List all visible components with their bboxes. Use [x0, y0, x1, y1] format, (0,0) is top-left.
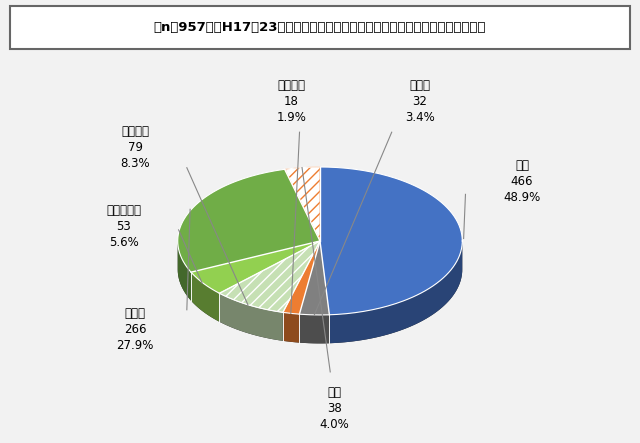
Polygon shape	[178, 169, 320, 272]
Polygon shape	[220, 293, 283, 341]
Polygon shape	[320, 167, 462, 315]
Text: ［n＝957］　H17～23までに養成研修を受けた認知症サポート医へのアンケート: ［n＝957］ H17～23までに養成研修を受けた認知症サポート医へのアンケート	[154, 21, 486, 34]
Polygon shape	[283, 312, 300, 342]
Polygon shape	[330, 243, 462, 343]
Text: 整形外科
18
1.9%: 整形外科 18 1.9%	[276, 79, 307, 124]
Polygon shape	[178, 242, 191, 301]
FancyBboxPatch shape	[10, 6, 630, 49]
Text: その他
32
3.4%: その他 32 3.4%	[404, 79, 435, 124]
Polygon shape	[178, 241, 462, 343]
Text: 神経内科
79
8.3%: 神経内科 79 8.3%	[120, 124, 150, 170]
Polygon shape	[300, 314, 330, 343]
Text: 内科
466
48.9%: 内科 466 48.9%	[504, 159, 541, 204]
Polygon shape	[220, 241, 320, 312]
Polygon shape	[283, 241, 320, 314]
Polygon shape	[191, 241, 320, 293]
Polygon shape	[285, 167, 320, 241]
Text: 脳神経外科
53
5.6%: 脳神経外科 53 5.6%	[106, 204, 141, 249]
Text: 外科
38
4.0%: 外科 38 4.0%	[319, 386, 349, 431]
Text: 精神科
266
27.9%: 精神科 266 27.9%	[116, 307, 154, 352]
Polygon shape	[191, 272, 220, 322]
Polygon shape	[300, 241, 330, 315]
